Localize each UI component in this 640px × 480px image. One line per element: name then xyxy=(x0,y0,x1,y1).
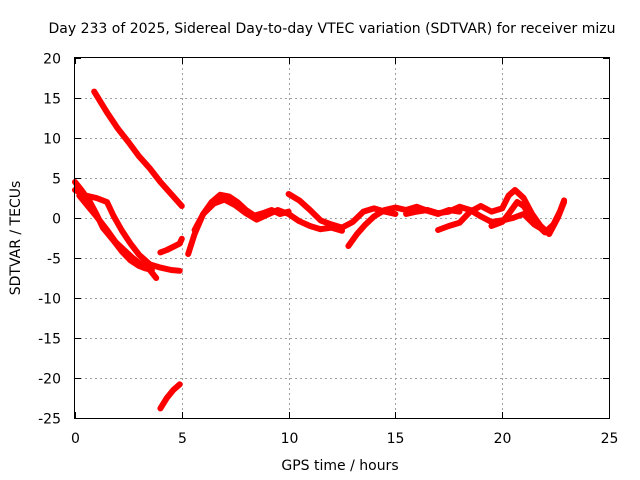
grid-lines xyxy=(75,58,609,418)
data-series-group xyxy=(72,88,568,412)
x-tick-label: 15 xyxy=(387,431,405,447)
y-tick-label: 5 xyxy=(52,172,61,188)
x-tick-label: 25 xyxy=(601,431,619,447)
series-arc-6 xyxy=(157,381,183,412)
x-tick-label: 10 xyxy=(281,431,299,447)
series-arc-8 xyxy=(191,196,345,234)
series-arc-5 xyxy=(157,235,185,256)
y-tick-label: -20 xyxy=(38,372,61,388)
series-arc-9 xyxy=(285,191,399,231)
chart-title: Day 233 of 2025, Sidereal Day-to-day VTE… xyxy=(49,21,616,37)
y-tick-label: -15 xyxy=(38,332,61,348)
series-arc-4 xyxy=(76,192,160,281)
y-tick-label: 10 xyxy=(43,132,61,148)
x-axis-label: GPS time / hours xyxy=(281,458,398,474)
x-tick-label: 0 xyxy=(71,431,80,447)
series-arc-11 xyxy=(403,203,548,234)
x-axis-ticks: 0 5 10 15 20 25 xyxy=(71,58,618,447)
x-tick-label: 20 xyxy=(494,431,512,447)
y-axis-ticks: 20 15 10 5 0 -5 -10 -15 -20 -25 xyxy=(38,52,609,428)
series-arc-7 xyxy=(185,191,292,257)
y-axis-label: SDTVAR / TECUs xyxy=(8,181,24,296)
y-tick-label: 15 xyxy=(43,92,61,108)
y-tick-label: -5 xyxy=(47,252,61,268)
series-arc-1 xyxy=(91,88,185,209)
y-tick-label: -10 xyxy=(38,292,61,308)
y-tick-label: 0 xyxy=(52,212,61,228)
x-tick-label: 5 xyxy=(178,431,187,447)
y-tick-label: -25 xyxy=(38,412,61,428)
plot-frame xyxy=(74,57,610,419)
series-arc-13 xyxy=(488,197,568,236)
y-tick-label: 20 xyxy=(43,52,61,68)
series-arc-3 xyxy=(72,187,183,274)
